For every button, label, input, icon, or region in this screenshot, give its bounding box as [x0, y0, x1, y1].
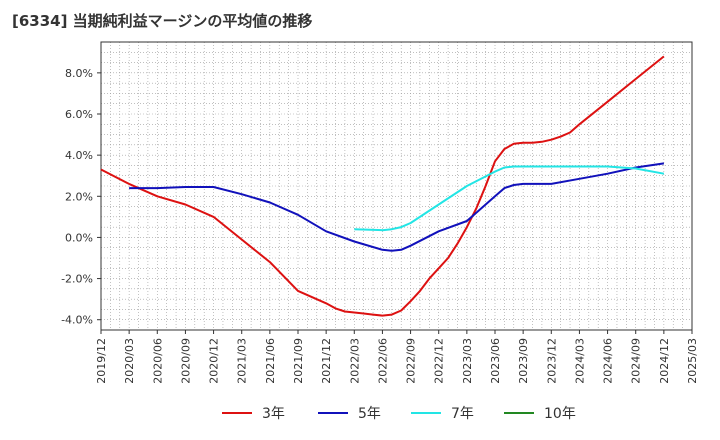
x-tick-label: 2022/06	[376, 338, 389, 384]
x-tick-label: 2023/12	[545, 338, 558, 384]
legend: 3年 5年 7年 10年	[222, 406, 576, 422]
series-line-2	[354, 165, 665, 232]
y-tick-label: 8.0%	[65, 67, 93, 80]
chart-title: [6334] 当期純利益マージンの平均値の推移	[12, 12, 313, 30]
x-tick-label: 2021/12	[320, 338, 333, 384]
x-tick-label: 2024/09	[630, 338, 643, 384]
plot-border	[100, 41, 693, 331]
y-axis: -4.0% -2.0% 0.0% 2.0% 4.0% 6.0% 8.0%	[61, 67, 101, 327]
x-axis: 2019/12 2020/03 2020/06 2020/09 2020/12 2021/…	[95, 330, 699, 384]
x-tick-label: 2023/06	[489, 338, 502, 384]
x-tick-label: 2022/12	[433, 338, 446, 384]
x-tick-label: 2025/03	[686, 338, 699, 384]
x-tick-label: 2020/09	[179, 338, 192, 384]
plot-area	[100, 41, 693, 331]
x-tick-label: 2020/06	[151, 338, 164, 384]
y-tick-label: 4.0%	[65, 149, 93, 162]
y-tick-label: 2.0%	[65, 190, 93, 203]
series-line-1	[129, 162, 665, 252]
legend-label: 10年	[544, 406, 576, 422]
y-tick-label: 0.0%	[65, 231, 93, 244]
x-tick-label: 2019/12	[95, 338, 108, 384]
y-tick-label: -2.0%	[61, 273, 93, 286]
x-tick-label: 2021/06	[264, 338, 277, 384]
legend-label: 3年	[262, 406, 285, 422]
y-tick-label: 6.0%	[65, 108, 93, 121]
series-line-0	[100, 55, 665, 317]
x-tick-label: 2023/09	[517, 338, 530, 384]
x-tick-label: 2021/09	[292, 338, 305, 384]
y-tick-label: -4.0%	[61, 314, 93, 327]
legend-label: 5年	[358, 406, 381, 422]
series-lines	[100, 55, 665, 317]
x-tick-label: 2022/03	[348, 338, 361, 384]
x-tick-label: 2020/12	[208, 338, 221, 384]
x-tick-label: 2022/09	[405, 338, 418, 384]
x-tick-label: 2023/03	[461, 338, 474, 384]
x-tick-label: 2024/06	[602, 338, 615, 384]
x-tick-label: 2024/12	[658, 338, 671, 384]
x-tick-label: 2020/03	[123, 338, 136, 384]
x-tick-label: 2024/03	[573, 338, 586, 384]
x-tick-label: 2021/03	[236, 338, 249, 384]
legend-label: 7年	[451, 406, 474, 422]
